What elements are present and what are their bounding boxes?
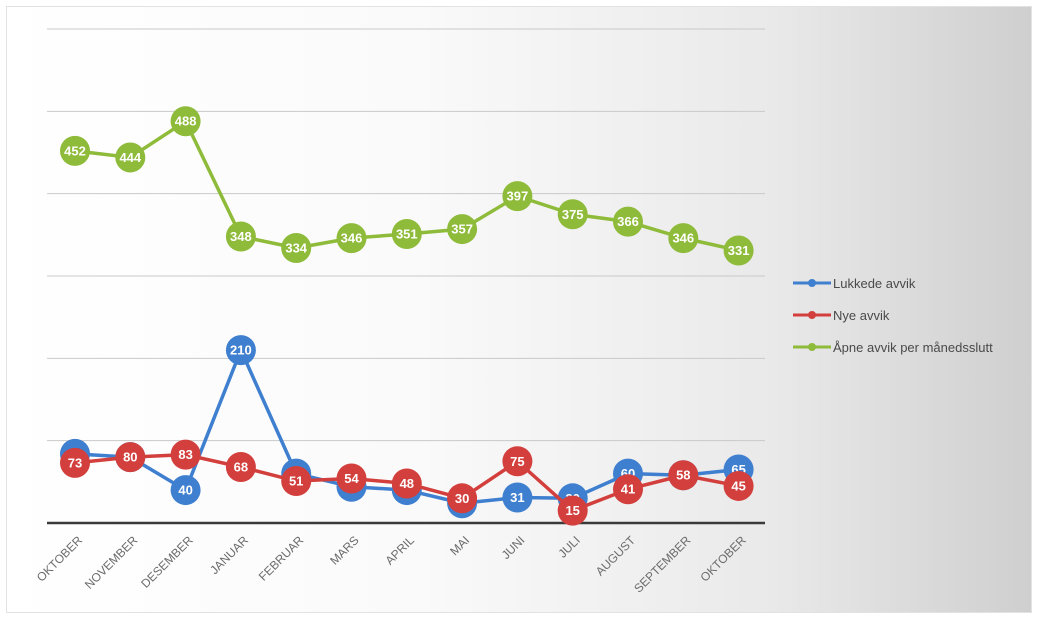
data-point xyxy=(723,235,754,266)
x-tick-label: APRIL xyxy=(382,533,417,568)
data-point xyxy=(613,206,643,237)
data-point xyxy=(668,223,699,254)
legend: Lukkede avvik Nye avvik Åpne avvik per mån… xyxy=(793,276,993,355)
data-label: 45 xyxy=(731,478,745,493)
data-label: 210 xyxy=(230,343,252,358)
x-tick-label: DESEMBER xyxy=(138,533,196,591)
legend-marker xyxy=(808,343,816,351)
data-point xyxy=(170,475,201,506)
data-point xyxy=(336,463,367,494)
data-point xyxy=(502,482,533,513)
data-label: 397 xyxy=(507,189,529,204)
data-point xyxy=(668,460,699,491)
data-point xyxy=(225,221,256,252)
data-point xyxy=(281,466,312,497)
data-point xyxy=(391,219,422,250)
series-2: 452 444 488 348 334 346 351 357 397 375 366 346 331 xyxy=(60,106,754,266)
x-tick-label: NOVEMBER xyxy=(82,533,141,592)
legend-label: Nye avvik xyxy=(833,308,890,323)
data-label: 357 xyxy=(451,222,473,237)
data-point xyxy=(502,446,533,477)
data-label: 488 xyxy=(175,114,197,129)
data-label: 444 xyxy=(119,150,141,165)
data-point xyxy=(557,495,588,526)
data-point xyxy=(281,233,312,264)
data-label: 351 xyxy=(396,227,418,242)
data-label: 51 xyxy=(289,474,303,489)
data-label: 68 xyxy=(234,460,248,475)
data-label: 54 xyxy=(344,471,359,486)
data-point xyxy=(60,447,90,478)
legend-item: Åpne avvik per månedsslutt xyxy=(793,340,993,355)
data-point xyxy=(557,199,588,230)
data-label: 41 xyxy=(621,482,635,497)
legend-marker xyxy=(808,279,816,287)
x-tick-label: OKTOBER xyxy=(34,533,85,584)
data-point xyxy=(225,335,256,366)
data-label: 83 xyxy=(178,447,192,462)
data-label: 73 xyxy=(68,455,82,470)
data-point xyxy=(336,223,367,254)
data-point xyxy=(115,442,146,473)
data-point xyxy=(447,214,478,245)
data-point xyxy=(170,439,201,470)
data-label: 331 xyxy=(728,243,750,258)
x-tick-label: MARS xyxy=(327,533,361,567)
x-tick-label: JANUAR xyxy=(207,533,251,577)
data-label: 15 xyxy=(565,503,579,518)
data-label: 30 xyxy=(455,491,469,506)
data-point xyxy=(447,483,478,514)
data-label: 375 xyxy=(562,207,584,222)
legend-label: Lukkede avvik xyxy=(833,276,916,291)
series-1: 73 80 83 68 51 54 48 30 75 15 41 58 45 xyxy=(60,439,754,526)
x-tick-label: JUNI xyxy=(499,533,528,562)
data-label: 348 xyxy=(230,229,252,244)
x-tick-label: MAI xyxy=(447,533,472,558)
data-label: 58 xyxy=(676,468,690,483)
x-tick-label: SEPTEMBER xyxy=(631,533,693,595)
legend-marker xyxy=(808,311,816,319)
legend-item: Nye avvik xyxy=(793,308,890,323)
data-point xyxy=(115,142,146,173)
data-point xyxy=(723,470,754,501)
data-point xyxy=(613,474,643,505)
data-point xyxy=(502,181,533,212)
data-label: 40 xyxy=(178,483,192,498)
x-tick-label: AUGUST xyxy=(593,533,639,579)
data-point xyxy=(391,468,422,499)
x-tick-label: FEBRUAR xyxy=(256,533,307,584)
legend-item: Lukkede avvik xyxy=(793,276,916,291)
data-label: 366 xyxy=(617,214,639,229)
data-label: 334 xyxy=(285,241,307,256)
chart-frame: 452 444 488 348 334 346 351 357 397 375 366 346 331 8… xyxy=(6,6,1032,613)
gridlines xyxy=(47,28,765,525)
legend-label: Åpne avvik per månedsslutt xyxy=(833,340,993,355)
x-tick-label: OKTOBER xyxy=(697,533,748,584)
data-label: 48 xyxy=(400,476,414,491)
data-label: 31 xyxy=(510,490,524,505)
line-chart: 452 444 488 348 334 346 351 357 397 375 366 346 331 8… xyxy=(34,28,993,596)
data-label: 452 xyxy=(64,143,86,158)
data-label: 346 xyxy=(341,231,363,246)
data-point xyxy=(225,452,256,483)
data-point xyxy=(170,106,201,137)
data-label: 80 xyxy=(123,450,137,465)
data-label: 346 xyxy=(672,231,694,246)
data-point xyxy=(60,135,90,166)
data-label: 75 xyxy=(510,454,524,469)
x-tick-label: JULI xyxy=(555,533,582,560)
series-lines: 452 444 488 348 334 346 351 357 397 375 366 346 331 8… xyxy=(60,106,754,526)
